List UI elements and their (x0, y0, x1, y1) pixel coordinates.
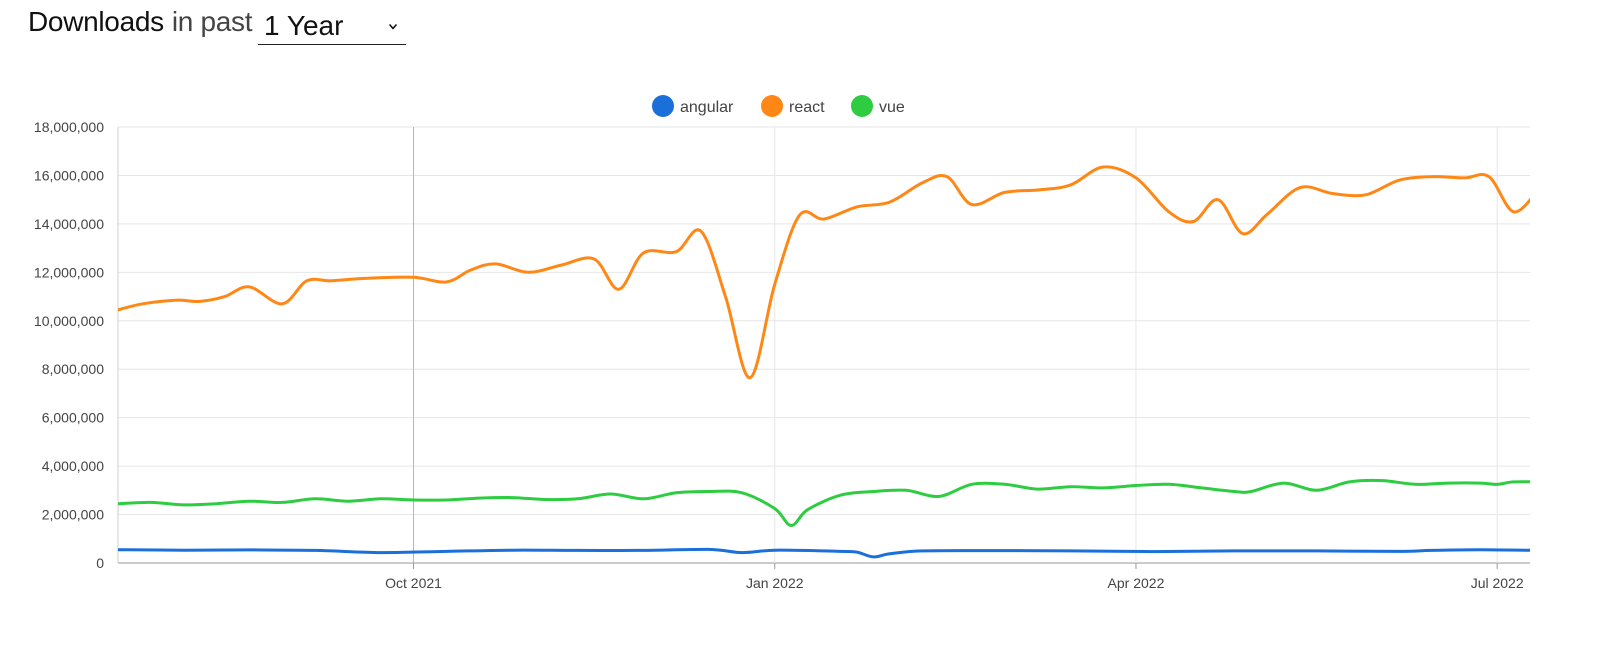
chart-header: Downloads in past (28, 6, 253, 50)
downloads-subtitle: in past (171, 6, 253, 37)
y-tick-label: 10,000,000 (34, 313, 104, 329)
legend-swatch-react[interactable] (761, 95, 783, 117)
series-line-vue (118, 478, 1530, 527)
y-tick-label: 0 (96, 555, 104, 571)
period-select-value: 1 Year (264, 10, 344, 41)
downloads-title: Downloads (28, 6, 164, 37)
y-tick-label: 14,000,000 (34, 216, 104, 232)
legend-swatch-angular[interactable] (652, 95, 674, 117)
x-tick-label: Jul 2022 (1471, 575, 1524, 591)
x-tick-label: Jan 2022 (746, 575, 804, 591)
y-tick-label: 12,000,000 (34, 264, 104, 280)
series-line-angular (118, 547, 1530, 559)
legend-label-vue[interactable]: vue (879, 99, 905, 116)
chevron-down-icon (389, 24, 397, 30)
legend-swatch-vue[interactable] (851, 95, 873, 117)
y-tick-label: 18,000,000 (34, 119, 104, 135)
series-line-react (118, 165, 1530, 380)
y-tick-label: 8,000,000 (42, 361, 104, 377)
period-select[interactable]: 1 Year (258, 6, 406, 45)
y-tick-label: 16,000,000 (34, 167, 104, 183)
legend-label-angular[interactable]: angular (680, 99, 734, 116)
x-tick-label: Apr 2022 (1108, 575, 1165, 591)
y-tick-label: 6,000,000 (42, 410, 104, 426)
y-tick-label: 2,000,000 (42, 507, 104, 523)
y-tick-label: 4,000,000 (42, 458, 104, 474)
x-tick-label: Oct 2021 (385, 575, 442, 591)
legend-label-react[interactable]: react (789, 99, 825, 116)
